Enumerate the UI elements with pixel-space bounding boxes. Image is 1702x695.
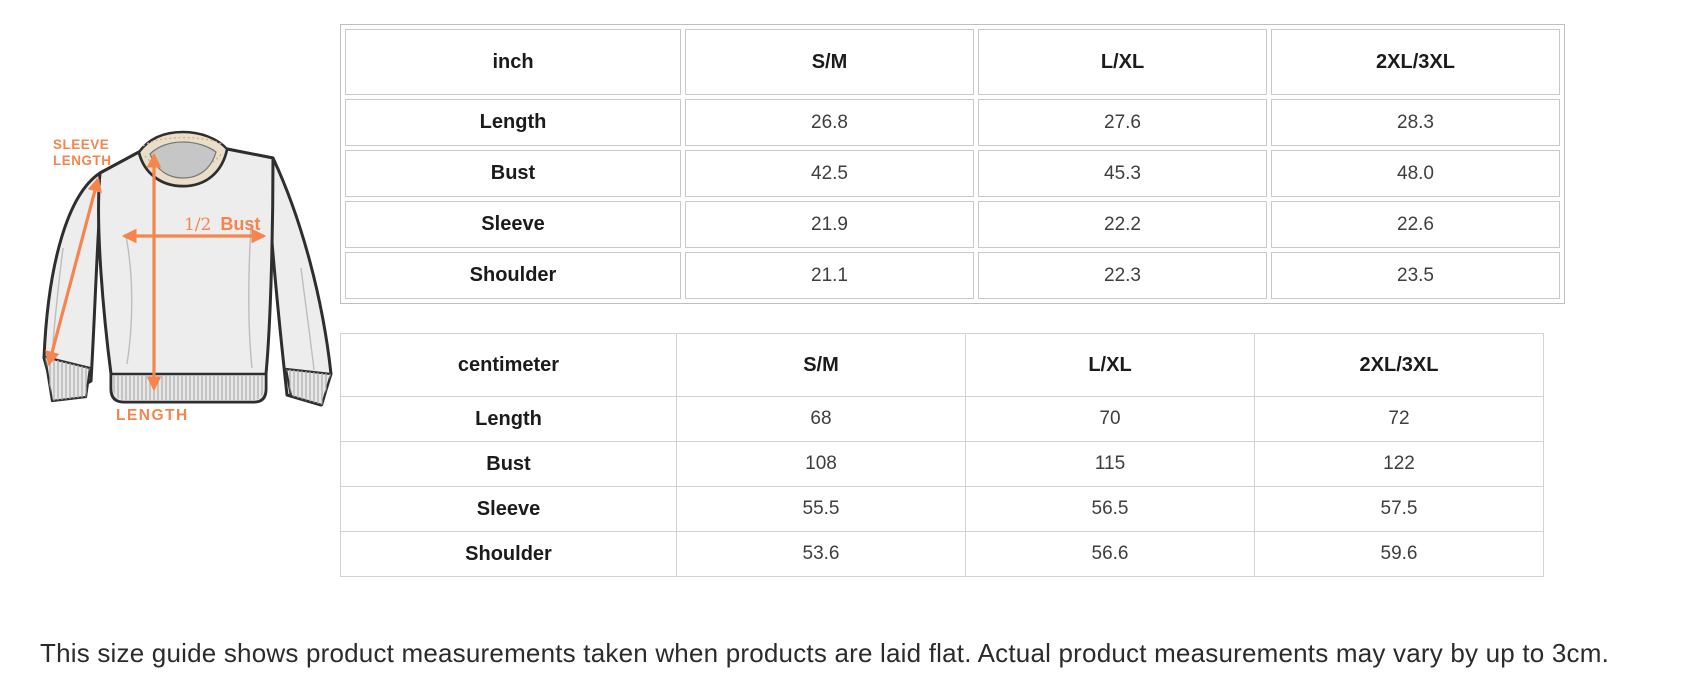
value-cell: 55.5 [676, 486, 966, 532]
table-row: Length 26.8 27.6 28.3 [345, 99, 1560, 146]
row-label-cell: Sleeve [345, 201, 681, 248]
table-row: Sleeve 55.5 56.5 57.5 [340, 486, 1544, 532]
value-cell: 23.5 [1271, 252, 1560, 299]
unit-header-cell: inch [345, 29, 681, 95]
sweater-collar [137, 130, 229, 188]
table-row: Bust 42.5 45.3 48.0 [345, 150, 1560, 197]
row-label-cell: Sleeve [340, 486, 677, 532]
table-row: Sleeve 21.9 22.2 22.6 [345, 201, 1560, 248]
size-table-centimeter: centimeter S/M L/XL 2XL/3XL Length 68 70… [340, 333, 1544, 577]
value-cell: 53.6 [676, 531, 966, 577]
value-cell: 26.8 [685, 99, 974, 146]
size-header-cell: S/M [685, 29, 974, 95]
table-row: Bust 108 115 122 [340, 441, 1544, 487]
value-cell: 68 [676, 396, 966, 442]
value-cell: 115 [965, 441, 1255, 487]
sweater-svg: SLEEVE LENGTH 1/2 Bust LENGTH [42, 130, 333, 424]
measurement-annotations [45, 152, 267, 392]
row-label-cell: Length [340, 396, 677, 442]
value-cell: 21.9 [685, 201, 974, 248]
size-table-inch: inch S/M L/XL 2XL/3XL Length 26.8 27.6 2… [340, 24, 1565, 304]
unit-header-cell: centimeter [340, 333, 677, 397]
size-header-cell: L/XL [978, 29, 1267, 95]
value-cell: 42.5 [685, 150, 974, 197]
value-cell: 22.6 [1271, 201, 1560, 248]
value-cell: 108 [676, 441, 966, 487]
value-cell: 70 [965, 396, 1255, 442]
value-cell: 72 [1254, 396, 1544, 442]
sleeve-length-label-line2: LENGTH [53, 153, 112, 168]
size-header-cell: L/XL [965, 333, 1255, 397]
value-cell: 45.3 [978, 150, 1267, 197]
value-cell: 56.5 [965, 486, 1255, 532]
size-header-cell: S/M [676, 333, 966, 397]
size-header-cell: 2XL/3XL [1254, 333, 1544, 397]
value-cell: 122 [1254, 441, 1544, 487]
value-cell: 27.6 [978, 99, 1267, 146]
value-cell: 22.2 [978, 201, 1267, 248]
sleeve-length-label: SLEEVE [53, 137, 109, 152]
sweater-illustration: SLEEVE LENGTH 1/2 Bust LENGTH [0, 128, 345, 438]
value-cell: 22.3 [978, 252, 1267, 299]
half-bust-label: 1/2 Bust [184, 214, 260, 235]
sleeve-length-arrow [45, 176, 102, 367]
row-label-cell: Length [345, 99, 681, 146]
value-cell: 57.5 [1254, 486, 1544, 532]
row-label-cell: Shoulder [345, 252, 681, 299]
size-guide-note: This size guide shows product measuremen… [40, 638, 1610, 668]
value-cell: 56.6 [965, 531, 1255, 577]
table-row: Shoulder 53.6 56.6 59.6 [340, 531, 1544, 577]
table-row: Shoulder 21.1 22.3 23.5 [345, 252, 1560, 299]
value-cell: 28.3 [1271, 99, 1560, 146]
table-row: Length 68 70 72 [340, 396, 1544, 442]
value-cell: 48.0 [1271, 150, 1560, 197]
table-header-row: centimeter S/M L/XL 2XL/3XL [340, 333, 1544, 397]
row-label-cell: Bust [345, 150, 681, 197]
value-cell: 21.1 [685, 252, 974, 299]
row-label-cell: Shoulder [340, 531, 677, 577]
value-cell: 59.6 [1254, 531, 1544, 577]
sweater-hem [109, 372, 268, 404]
table-header-row: inch S/M L/XL 2XL/3XL [345, 29, 1560, 95]
length-label: LENGTH [116, 407, 189, 424]
row-label-cell: Bust [340, 441, 677, 487]
size-header-cell: 2XL/3XL [1271, 29, 1560, 95]
